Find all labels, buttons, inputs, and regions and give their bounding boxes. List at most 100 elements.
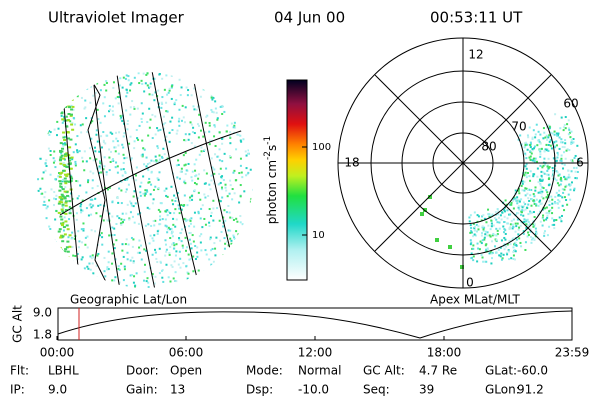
pixel	[211, 88, 214, 91]
pixel	[562, 167, 565, 170]
pixel	[40, 255, 43, 258]
pixel	[146, 84, 149, 87]
pixel	[528, 156, 531, 159]
pixel	[79, 78, 82, 81]
pixel	[62, 136, 66, 139]
pixel	[526, 148, 529, 151]
pixel	[559, 176, 562, 179]
pixel	[82, 228, 85, 231]
pixel	[524, 152, 527, 155]
pixel	[57, 286, 60, 288]
field-label: Mode:	[246, 364, 283, 378]
pixel	[37, 157, 40, 160]
pixel	[563, 151, 566, 154]
pixel	[220, 79, 223, 82]
pixel	[137, 222, 140, 225]
pixel	[70, 272, 73, 275]
pixel	[119, 114, 122, 117]
pixel	[178, 250, 181, 253]
pixel	[63, 180, 67, 183]
pixel	[114, 131, 117, 134]
pixel	[514, 230, 517, 233]
pixel	[546, 193, 549, 196]
y-tick-label: 9.0	[33, 306, 52, 320]
pixel	[186, 271, 189, 274]
pixel	[187, 89, 190, 92]
pixel	[197, 136, 200, 139]
pixel	[547, 157, 550, 160]
pixel	[108, 148, 111, 151]
pixel	[229, 216, 232, 219]
pixel	[533, 202, 536, 205]
pixel	[482, 214, 485, 217]
pixel	[205, 253, 208, 256]
pixel	[229, 136, 232, 139]
pixel	[177, 163, 180, 166]
pixel	[161, 77, 164, 80]
pixel	[539, 153, 542, 156]
pixel	[58, 174, 61, 177]
pixel	[128, 142, 131, 145]
pixel	[160, 202, 163, 205]
pixel	[210, 108, 213, 111]
pixel	[516, 212, 519, 215]
pixel	[42, 203, 45, 206]
pixel	[546, 165, 549, 168]
pixel	[184, 217, 187, 220]
pixel	[229, 184, 232, 187]
pixel	[151, 253, 154, 256]
field-value: -10.0	[298, 383, 329, 397]
pixel	[120, 262, 123, 265]
pixel	[212, 111, 215, 114]
pixel	[226, 95, 229, 98]
pixel	[66, 240, 70, 243]
pixel	[541, 166, 544, 169]
pixel	[520, 211, 523, 214]
pixel	[485, 248, 488, 251]
pixel	[230, 268, 233, 271]
mlt-label: 0	[466, 276, 474, 290]
pixel	[564, 178, 567, 181]
pixel	[38, 80, 41, 83]
pixel	[106, 219, 109, 222]
pixel	[539, 203, 542, 206]
pixel	[61, 235, 65, 238]
pixel	[75, 88, 78, 91]
pixel	[472, 244, 475, 247]
pixel	[104, 142, 107, 145]
pixel	[122, 146, 125, 149]
pixel	[568, 149, 571, 152]
pixel	[523, 174, 526, 177]
pixel	[107, 261, 110, 264]
pixel	[125, 212, 128, 215]
pixel	[239, 278, 242, 281]
pixel	[553, 227, 556, 230]
pixel	[176, 192, 179, 195]
pixel	[57, 172, 60, 175]
pixel	[486, 247, 489, 250]
pixel	[190, 94, 193, 97]
pixel	[157, 187, 160, 190]
pixel	[175, 280, 178, 283]
pixel	[99, 89, 102, 92]
pixel	[171, 199, 174, 202]
pixel	[188, 238, 191, 241]
pixel	[72, 254, 75, 257]
pixel	[188, 225, 191, 228]
pixel	[570, 142, 573, 145]
pixel	[191, 198, 194, 201]
pixel	[142, 147, 145, 150]
pixel	[230, 242, 233, 245]
pixel	[210, 249, 213, 252]
pixel	[213, 92, 216, 95]
pixel	[517, 233, 520, 236]
pixel	[173, 101, 176, 104]
pixel	[126, 177, 129, 180]
pixel	[123, 268, 126, 271]
pixel	[145, 73, 148, 76]
pixel	[527, 231, 530, 234]
pixel	[239, 134, 242, 137]
pixel	[516, 196, 519, 199]
pixel	[132, 238, 135, 241]
pixel	[556, 202, 559, 205]
